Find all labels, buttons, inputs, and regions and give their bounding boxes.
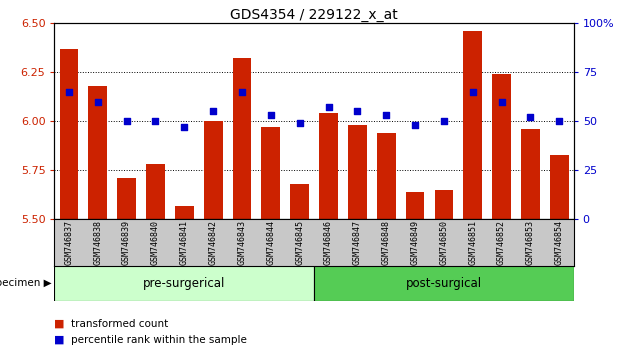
Point xyxy=(122,119,132,124)
Text: GSM746854: GSM746854 xyxy=(554,220,564,265)
Text: transformed count: transformed count xyxy=(71,319,168,329)
Point xyxy=(439,119,449,124)
Point xyxy=(208,109,218,114)
Text: GSM746851: GSM746851 xyxy=(468,220,478,265)
Point xyxy=(295,120,305,126)
Bar xyxy=(117,178,136,219)
Title: GDS4354 / 229122_x_at: GDS4354 / 229122_x_at xyxy=(230,8,398,22)
Bar xyxy=(290,184,309,219)
Text: GSM746840: GSM746840 xyxy=(151,220,160,265)
Point xyxy=(468,89,478,95)
Bar xyxy=(60,48,78,219)
Point xyxy=(410,122,420,128)
Text: GSM746841: GSM746841 xyxy=(179,220,189,265)
Text: GSM746848: GSM746848 xyxy=(381,220,391,265)
Text: GSM746844: GSM746844 xyxy=(266,220,276,265)
Text: GSM746843: GSM746843 xyxy=(237,220,247,265)
Bar xyxy=(54,266,314,301)
Text: GSM746846: GSM746846 xyxy=(324,220,333,265)
Text: post-surgical: post-surgical xyxy=(406,277,482,290)
Bar xyxy=(204,121,222,219)
Point xyxy=(179,124,190,130)
Point xyxy=(381,113,391,118)
Text: specimen ▶: specimen ▶ xyxy=(0,278,51,288)
Bar xyxy=(175,206,194,219)
Text: GSM746839: GSM746839 xyxy=(122,220,131,265)
Text: GSM746847: GSM746847 xyxy=(353,220,362,265)
Bar xyxy=(492,74,511,219)
Bar xyxy=(88,86,107,219)
Text: ■: ■ xyxy=(54,319,69,329)
Text: GSM746853: GSM746853 xyxy=(526,220,535,265)
Bar xyxy=(521,129,540,219)
Text: GSM746838: GSM746838 xyxy=(93,220,103,265)
Bar xyxy=(377,133,395,219)
Text: GSM746850: GSM746850 xyxy=(439,220,449,265)
Bar xyxy=(146,165,165,219)
Point xyxy=(496,99,506,104)
Point xyxy=(93,99,103,104)
Text: GSM746845: GSM746845 xyxy=(295,220,304,265)
Point xyxy=(324,105,334,110)
Point xyxy=(150,119,160,124)
Point xyxy=(265,113,276,118)
Point xyxy=(64,89,74,95)
Bar xyxy=(319,113,338,219)
Bar xyxy=(348,125,367,219)
Bar xyxy=(550,155,569,219)
Point xyxy=(526,114,536,120)
Point xyxy=(237,89,247,95)
Text: GSM746837: GSM746837 xyxy=(64,220,74,265)
Bar xyxy=(435,190,453,219)
Text: GSM746842: GSM746842 xyxy=(208,220,218,265)
Point xyxy=(554,119,565,124)
Text: GSM746849: GSM746849 xyxy=(410,220,420,265)
Bar xyxy=(406,192,424,219)
Bar xyxy=(314,266,574,301)
Point xyxy=(353,109,363,114)
Bar xyxy=(262,127,280,219)
Text: ■: ■ xyxy=(54,335,69,345)
Text: percentile rank within the sample: percentile rank within the sample xyxy=(71,335,246,345)
Text: GSM746852: GSM746852 xyxy=(497,220,506,265)
Bar xyxy=(463,31,482,219)
Text: pre-surgerical: pre-surgerical xyxy=(143,277,226,290)
Bar xyxy=(233,58,251,219)
